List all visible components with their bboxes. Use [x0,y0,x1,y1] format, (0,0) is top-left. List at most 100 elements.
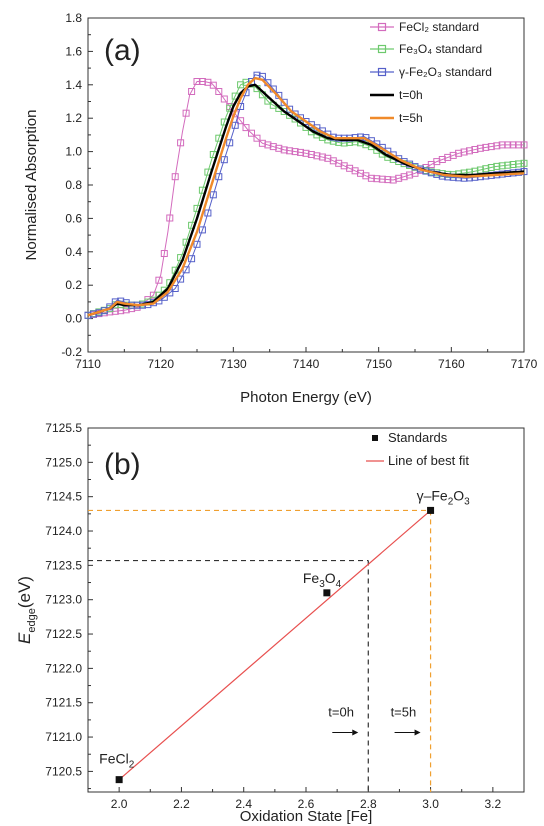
data-marker [302,149,310,157]
data-marker [280,98,288,106]
data-marker [291,148,299,156]
data-marker [193,240,201,248]
y-tick-label: -0.2 [61,345,82,359]
series-line [87,81,525,316]
y-tick-label: 1.8 [65,11,82,25]
x-tick-label: 7170 [511,357,538,371]
data-marker [226,139,234,147]
y-tick-label: 7121.0 [45,730,82,744]
x-tick-label: 2.2 [173,797,190,811]
panel-b-legend: Standards Line of best fit [366,430,469,468]
y-tick-label: 0.6 [65,211,82,225]
panel-b-y-axis: 7120.5 7121.0 7121.5 7122.0 7122.5 7123.0 7123… [45,421,93,790]
y-tick-label: 1.2 [65,111,82,125]
legend-item-gamma-fe2o3: γ-Fe₂O₃ standard [370,65,492,79]
data-marker [188,255,196,263]
data-marker [264,141,272,149]
data-marker [209,191,217,199]
standard-label: FeCl2 [99,751,135,771]
data-marker [209,81,217,89]
sample-label-t-5h: t=5h [391,704,417,719]
data-marker [280,108,288,115]
data-marker [493,142,501,150]
series-line [87,83,525,317]
y-tick-label: 0.0 [65,312,82,326]
y-tick-label: 0.2 [65,278,82,292]
sample-label-t-0h: t=0h [328,704,354,719]
data-marker [242,124,250,132]
data-marker [384,176,392,184]
x-tick-label: 2.6 [298,797,315,811]
panel-b-y-axis-title: Eedge(eV) [15,576,38,644]
standard-label: γ–Fe2O3 [417,487,471,507]
legend-label-fecl2: FeCl₂ standard [399,20,479,34]
legend-marker-standards [372,435,378,441]
legend-item-fecl2: FeCl₂ standard [370,20,479,34]
data-marker [509,141,517,149]
data-marker [160,250,168,257]
legend-label-standards: Standards [388,430,448,445]
data-marker [171,173,179,181]
y-tick-label: 7124.5 [45,490,82,504]
data-marker [286,105,294,113]
data-marker [188,88,196,95]
x-tick-label: 7140 [293,357,320,371]
data-marker [504,141,512,149]
legend-item-fe3o4: Fe₃O₄ standard [370,42,482,56]
y-title-main: E [15,632,34,644]
y-tick-label: 7120.5 [45,764,82,778]
data-marker [460,148,468,156]
x-tick-label: 3.2 [485,797,502,811]
data-marker [215,88,223,95]
legend-item-t5h: t=5h [370,111,423,125]
best-fit-line [118,509,431,781]
legend-marker-fecl2 [377,22,387,32]
y-tick-label: 0.4 [65,245,82,259]
data-marker [449,151,457,159]
panel-a-label: (a) [104,34,141,67]
data-marker [193,78,201,85]
panel-b-fit-line [118,509,431,781]
data-marker [237,117,245,125]
legend-marker-gamma-fe2o3 [377,67,387,77]
x-tick-label: 7150 [365,357,392,371]
y-tick-label: 7122.0 [45,661,82,675]
data-marker [204,209,212,217]
series-fe-o-standard [84,78,528,319]
data-marker [291,110,299,118]
panel-a-y-axis-title: Normalised Absorption [23,110,40,261]
x-tick-label: 2.4 [235,797,252,811]
y-tick-label: 7122.5 [45,627,82,641]
data-marker [253,134,261,142]
standard-label: Fe3O4 [303,570,342,590]
panel-b-sample-annotations: t=0h t=5h [328,704,421,736]
data-marker [476,166,484,174]
panel-b: 2.0 2.2 2.4 2.6 2.8 3.0 3.2 7120.5 7121.0 7121.5… [15,421,525,825]
data-marker [171,285,179,292]
panel-b-frame [87,427,525,793]
standard-point-fe-o [427,506,435,514]
data-marker [198,226,206,234]
y-tick-label: 7123.5 [45,558,82,572]
data-marker [367,174,375,182]
data-marker [297,114,304,122]
y-tick-label: 0.8 [65,178,82,192]
panel-b-standards: FeCl2 Fe3O4 γ–Fe2O3 [99,487,471,784]
y-title-unit: (eV) [15,576,34,608]
standard-point-fe-o [323,589,331,597]
data-marker [177,139,185,147]
panel-a: 7110 7120 7130 7140 7150 7160 7170 -0.2 0.0 0.2 0… [23,11,538,406]
series-t-0h [87,83,525,317]
y-tick-label: 7124.0 [45,524,82,538]
series-fecl-standard [84,78,528,319]
y-tick-label: 1.6 [65,44,82,58]
data-marker [166,214,174,222]
data-marker [466,147,473,155]
data-marker [220,156,228,164]
x-tick-label: 7130 [220,357,247,371]
panel-a-legend: FeCl₂ standard Fe₃O₄ standard γ-Fe₂O₃ st… [370,20,492,125]
data-marker [438,156,446,163]
series-t-5h [87,76,525,317]
panel-a-y-axis: -0.2 0.0 0.2 0.4 0.6 0.8 1.0 1.2 1.4 1.6 1.8 [61,11,93,359]
